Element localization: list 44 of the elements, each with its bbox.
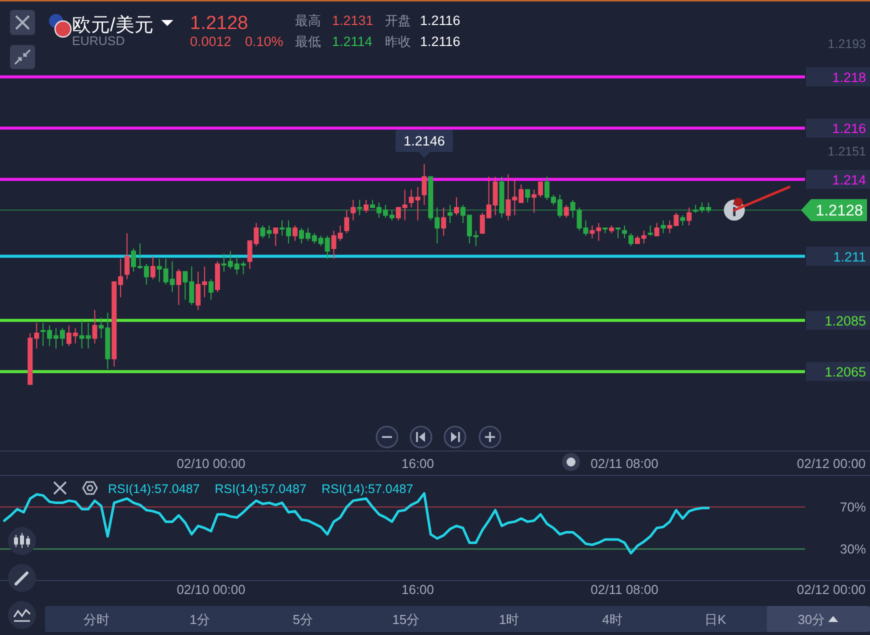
x-tick-label: 16:00	[402, 582, 434, 597]
y-tick-label: 70%	[840, 500, 866, 515]
text: 30分	[798, 612, 826, 627]
annotation: RSI(14):57.0487	[321, 482, 414, 496]
text: 1分	[190, 612, 210, 627]
x-tick-label: 02/11 08:00	[590, 582, 658, 597]
ref-line-label: 1.216	[832, 121, 866, 136]
text: 1时	[498, 612, 520, 627]
x-tick-label: 02/12 00:00	[796, 456, 866, 471]
annotation: 1.2131	[332, 13, 374, 28]
text: 4时	[602, 612, 622, 627]
series-label: RSI(14):57.0487	[108, 482, 200, 496]
text: 欧元/美元	[72, 14, 154, 36]
annotation: 最低	[295, 34, 321, 49]
text: 日K	[704, 612, 726, 627]
annotation: 1.2128	[190, 13, 248, 34]
annotation: 0.10%	[245, 34, 284, 49]
y-tick-label: 30%	[840, 542, 866, 557]
y-tick-label: 1.2151	[828, 144, 866, 159]
text: 5分	[292, 612, 313, 627]
x-tick-label: 02/12 00:00	[796, 582, 866, 597]
text: 分时	[84, 612, 110, 627]
text: EURUSD	[72, 34, 125, 48]
x-tick-label: 02/10 00:00	[176, 456, 246, 471]
ref-line-label: 1.214	[832, 172, 866, 188]
annotation: 1.2146	[404, 134, 445, 148]
text: 15分	[392, 612, 420, 627]
ref-line-label: 1.2085	[824, 313, 866, 328]
annotation: 昨收	[385, 34, 411, 49]
annotation: 1.2114	[332, 34, 373, 49]
ref-line-label: 1.2128	[816, 202, 863, 220]
x-tick-label: 02/11 08:00	[590, 456, 658, 471]
annotation: 开盘	[385, 13, 411, 28]
ref-line-label: 1.218	[832, 70, 866, 85]
y-tick-label: 1.2193	[828, 37, 866, 52]
annotation: 1.2116	[420, 13, 460, 28]
x-tick-label: 02/10 00:00	[176, 582, 246, 597]
x-tick-label: 16:00	[402, 456, 434, 471]
annotation: RSI(14):57.0487	[214, 482, 307, 496]
annotation: 最高	[295, 13, 321, 28]
ref-line-label: 1.2065	[824, 364, 866, 380]
ref-line-label: 1.211	[833, 249, 866, 264]
annotation: 0.0012	[190, 34, 232, 49]
annotation: 1.2116	[420, 34, 460, 49]
